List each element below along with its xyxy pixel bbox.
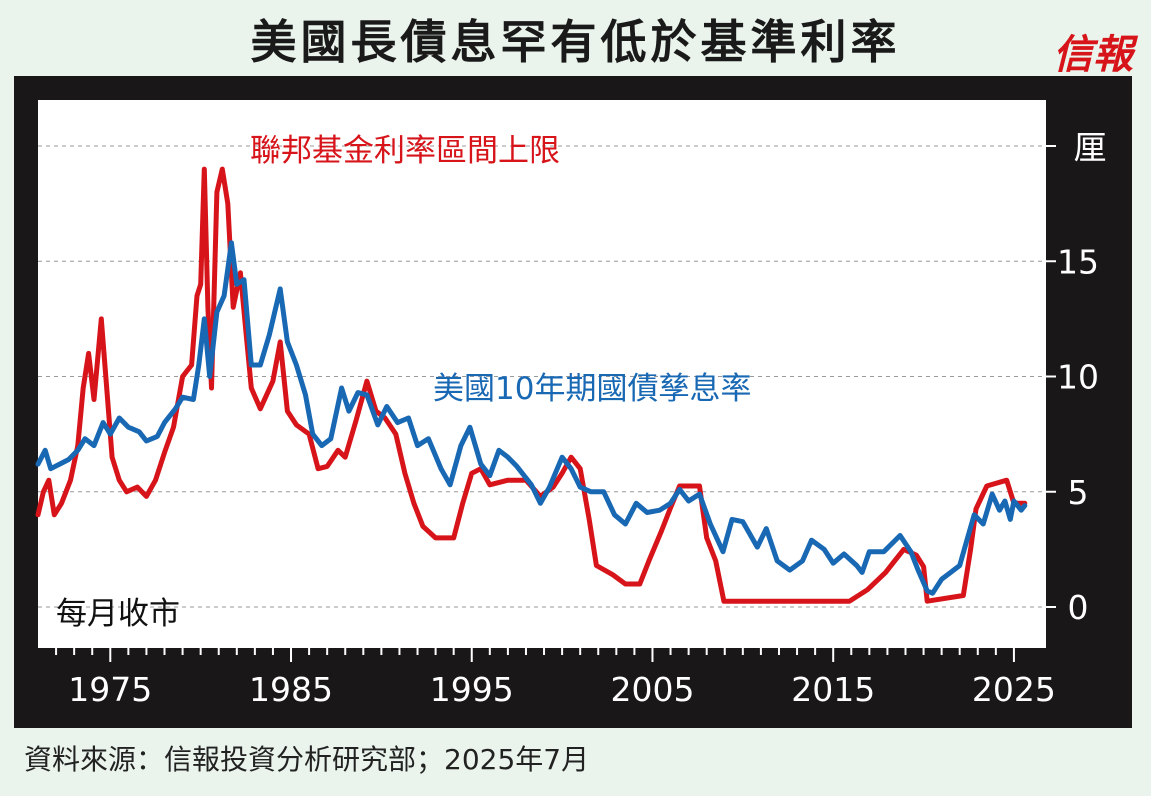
grid-lines (38, 145, 1046, 608)
x-tick-labels: 1975 1985 1995 2005 2015 2025 (55, 648, 1056, 709)
treasury-10y-yield-line (35, 240, 1028, 596)
x-tick-label: 2025 (972, 670, 1056, 709)
y-tick-label: 0 (1068, 588, 1089, 627)
series-label-fed: 聯邦基金利率區間上限 (250, 133, 560, 169)
x-tick-label: 1975 (68, 670, 152, 709)
x-tick-label: 2015 (791, 670, 875, 709)
source-note: 資料來源：信報投資分析研究部；2025年7月 (24, 743, 590, 776)
y-unit-label: 厘 (1074, 128, 1107, 167)
series-lines (35, 166, 1028, 604)
series-label-treasury: 美國10年期國債孳息率 (433, 371, 751, 407)
y-tick-label: 10 (1057, 358, 1099, 397)
x-tick-label: 1985 (249, 670, 333, 709)
fed-funds-rate-line (35, 166, 1028, 604)
y-tick-label: 15 (1057, 242, 1099, 281)
x-tick-label: 2005 (610, 670, 694, 709)
y-tick-labels: 0 5 10 15 (1046, 145, 1099, 627)
publisher-logo: 信報 (1053, 31, 1133, 78)
y-tick-label: 5 (1068, 473, 1089, 512)
note-monthly-close: 每月收市 (56, 596, 180, 632)
chart-title: 美國長債息罕有低於基準利率 (250, 15, 901, 69)
x-tick-label: 1995 (430, 670, 514, 709)
